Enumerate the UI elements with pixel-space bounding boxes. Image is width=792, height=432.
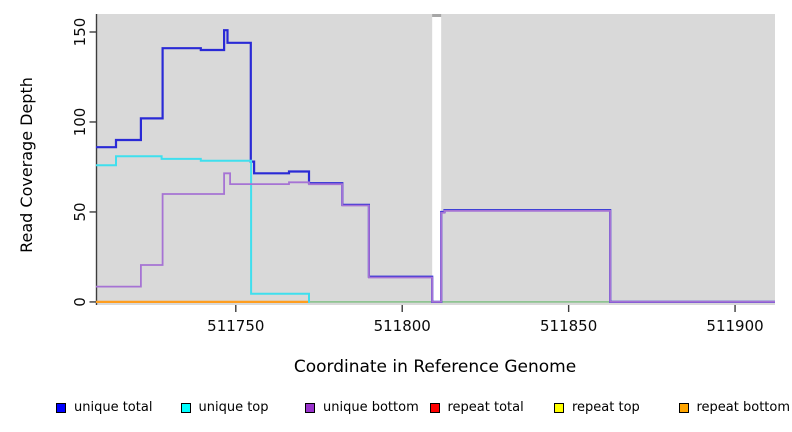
legend-item-unique-total: unique total [56,400,152,415]
legend-swatch-icon [56,402,66,413]
legend-label: repeat bottom [696,400,791,415]
legend-label: repeat top [572,400,640,415]
y-axis-title: Read Coverage Depth [17,77,36,253]
y-tick-label: 150 [71,18,89,47]
legend-label: unique top [198,400,269,415]
series-line-unique-top [96,155,310,303]
legend-swatch-icon [429,402,440,413]
legend-item-unique-top: unique top [180,400,269,415]
legend-label: repeat total [447,400,524,415]
gap-cap [432,14,442,17]
y-tick-label: 100 [71,108,89,137]
legend-swatch-icon [678,402,689,413]
legend-item-repeat-total: repeat total [429,400,524,415]
legend-item-repeat-bottom: repeat bottom [678,400,791,415]
x-tick-label: 511900 [706,317,763,335]
y-tick-label: 50 [71,202,89,221]
legend: unique total unique top unique bottom repea… [0,400,792,418]
legend-swatch-icon [554,402,564,413]
series-line-unique-bottom [96,172,775,303]
coverage-chart: 0 50 100 150 511750 511800 511850 511900 [71,14,775,335]
legend-item-repeat-top: repeat top [554,400,640,415]
legend-label: unique bottom [323,400,419,415]
x-tick-label: 511750 [207,317,264,335]
legend-swatch-icon [305,402,315,413]
legend-item-unique-bottom: unique bottom [305,400,419,415]
x-axis-title: Coordinate in Reference Genome [293,357,577,377]
y-tick-label: 0 [71,297,89,307]
x-tick-label: 511800 [374,317,431,335]
legend-swatch-icon [180,402,191,413]
coverage-gap-band [432,17,442,302]
legend-label: unique total [74,400,153,415]
x-tick-label: 511850 [540,317,597,335]
